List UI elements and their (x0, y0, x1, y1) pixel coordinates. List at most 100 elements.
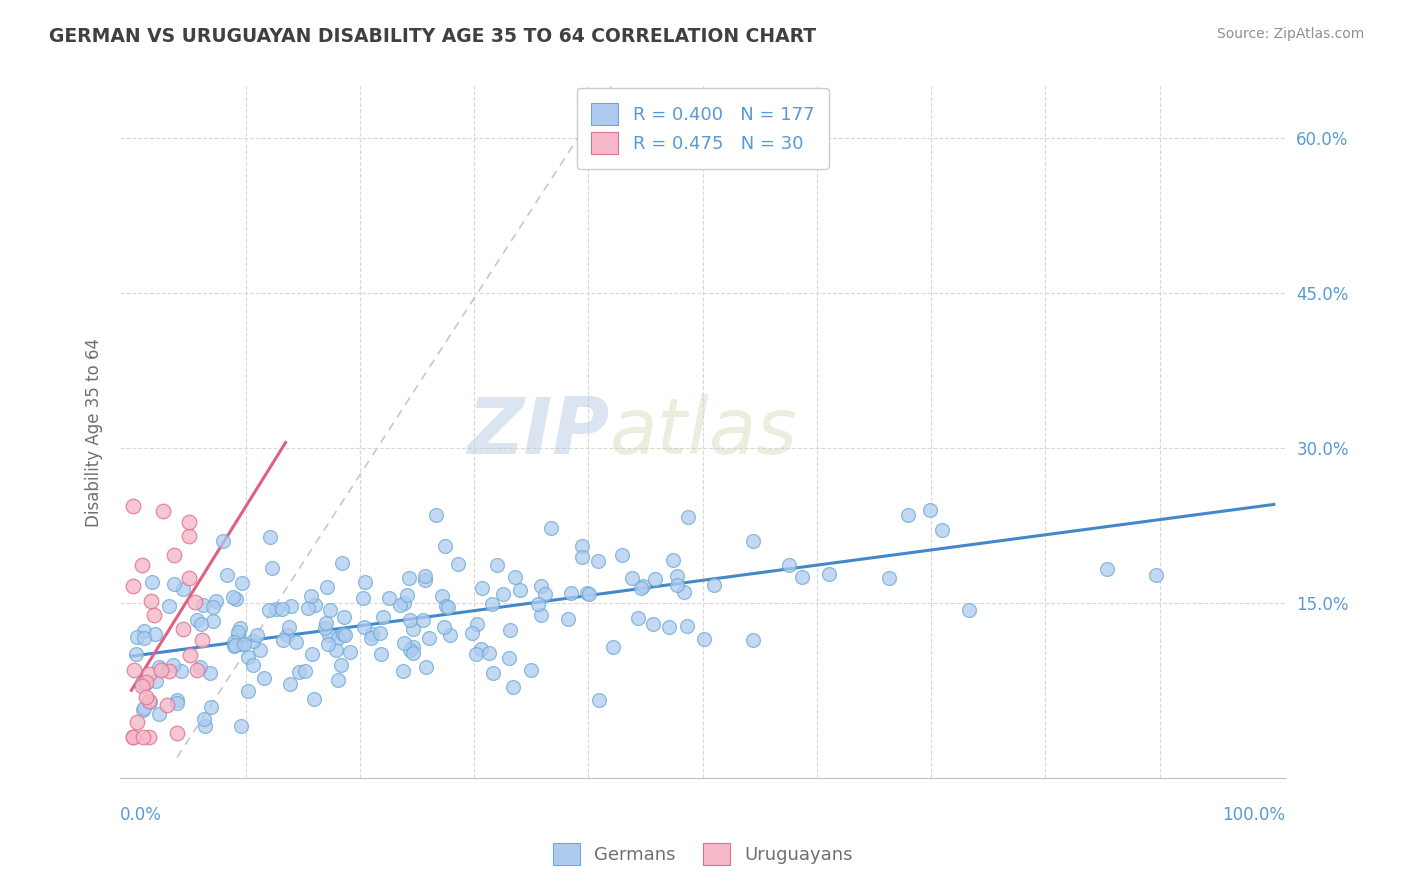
Point (402, 623, 425, 637)
Point (259, 603, 281, 617)
Point (360, 631, 382, 645)
Point (676, 619, 699, 633)
Point (540, 521, 562, 535)
Point (509, 582, 531, 597)
Point (287, 665, 309, 680)
Point (132, 624, 155, 638)
Point (693, 632, 716, 646)
Point (316, 637, 339, 651)
Point (186, 613, 208, 627)
Point (588, 693, 610, 707)
Point (627, 611, 650, 625)
Point (145, 673, 167, 688)
Point (224, 634, 246, 648)
Legend: R = 0.400   N = 177, R = 0.475   N = 30: R = 0.400 N = 177, R = 0.475 N = 30 (576, 88, 828, 169)
Point (231, 575, 253, 590)
Point (277, 620, 299, 634)
Point (131, 676, 153, 690)
Point (224, 638, 246, 652)
Point (294, 665, 316, 679)
Text: GERMAN VS URUGUAYAN DISABILITY AGE 35 TO 64 CORRELATION CHART: GERMAN VS URUGUAYAN DISABILITY AGE 35 TO… (49, 27, 817, 45)
Point (200, 700, 222, 714)
Point (134, 631, 156, 645)
Point (530, 579, 553, 593)
Point (534, 586, 557, 600)
Point (177, 529, 200, 543)
Point (370, 647, 392, 661)
Point (676, 510, 699, 524)
Point (332, 627, 354, 641)
Point (135, 674, 157, 689)
Point (433, 620, 456, 634)
Legend: Germans, Uruguayans: Germans, Uruguayans (544, 834, 862, 874)
Point (465, 617, 488, 632)
Point (222, 640, 245, 654)
Point (560, 586, 582, 600)
Point (439, 627, 461, 641)
Point (398, 571, 420, 585)
Point (315, 616, 337, 631)
Point (571, 540, 593, 554)
Point (242, 657, 264, 672)
Point (897, 508, 920, 522)
Point (242, 634, 264, 648)
Point (217, 567, 239, 582)
Point (225, 592, 247, 607)
Point (326, 673, 349, 687)
Point (742, 632, 765, 647)
Point (319, 602, 342, 616)
Point (502, 680, 524, 694)
Point (172, 622, 194, 636)
Point (299, 589, 322, 603)
Point (778, 558, 800, 572)
Point (204, 594, 226, 608)
Point (415, 574, 437, 588)
Point (191, 599, 214, 613)
Point (415, 660, 437, 674)
Point (132, 703, 155, 717)
Point (315, 580, 337, 594)
Point (190, 616, 212, 631)
Point (156, 698, 179, 712)
Point (665, 578, 688, 592)
Point (742, 534, 765, 549)
Y-axis label: Disability Age 35 to 64: Disability Age 35 to 64 (86, 338, 103, 526)
Text: ZIP: ZIP (467, 394, 609, 470)
Point (412, 613, 434, 627)
Point (402, 640, 425, 654)
Point (413, 569, 436, 583)
Point (339, 645, 361, 659)
Point (470, 641, 492, 656)
Point (121, 499, 143, 513)
Point (418, 631, 440, 645)
Point (143, 608, 166, 623)
Point (259, 530, 281, 544)
Point (166, 693, 188, 707)
Point (392, 635, 415, 649)
Point (236, 650, 259, 665)
Point (586, 554, 609, 568)
Text: 0.0%: 0.0% (120, 805, 162, 823)
Point (662, 553, 685, 567)
Text: Source: ZipAtlas.com: Source: ZipAtlas.com (1216, 27, 1364, 41)
Point (361, 627, 384, 641)
Point (392, 664, 415, 678)
Point (135, 675, 157, 690)
Point (157, 599, 180, 613)
Point (437, 599, 460, 614)
Point (461, 626, 484, 640)
Point (631, 579, 654, 593)
Point (492, 587, 515, 601)
Point (371, 610, 394, 624)
Point (578, 587, 600, 601)
Point (193, 712, 215, 726)
Point (122, 664, 145, 678)
Point (143, 626, 166, 640)
Point (138, 667, 160, 681)
Point (138, 730, 160, 744)
Point (284, 634, 307, 648)
Point (212, 533, 235, 548)
Point (138, 694, 160, 708)
Point (177, 516, 200, 530)
Point (253, 671, 276, 685)
